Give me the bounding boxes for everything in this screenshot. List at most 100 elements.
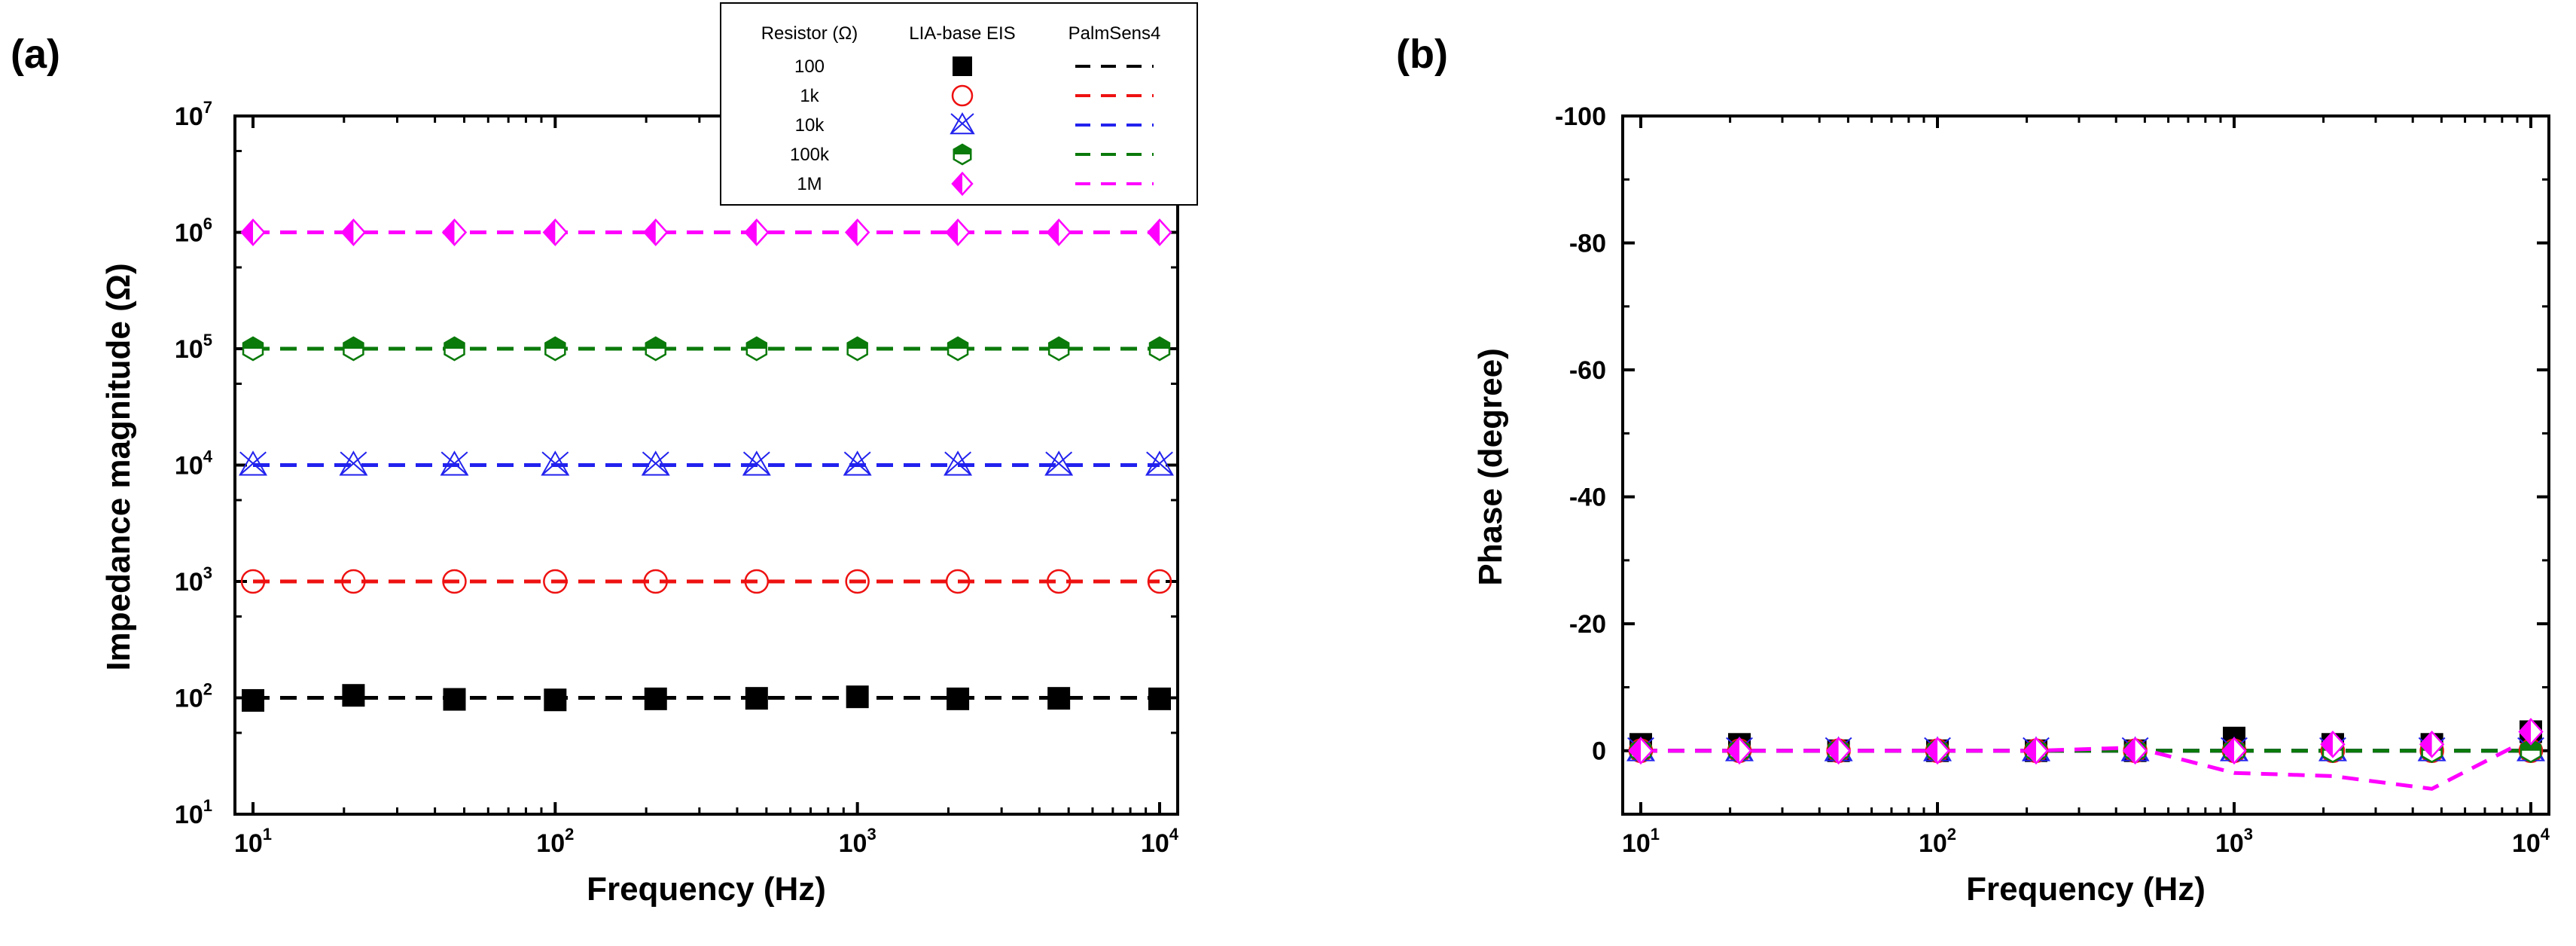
panel-b-plot-frame bbox=[1621, 114, 2550, 816]
eis-point-1k-shape bbox=[744, 569, 770, 594]
y-tick-label: -60 bbox=[1569, 356, 1606, 385]
eis-point-1M-fill bbox=[1047, 220, 1059, 245]
eis-point-1k-shape bbox=[845, 569, 870, 594]
x-tick-label: 104 bbox=[1141, 825, 1179, 858]
legend-marker-100k-fill bbox=[953, 145, 971, 154]
x-tick-exponent: 3 bbox=[867, 825, 876, 844]
legend-marker-10k-triangle bbox=[950, 112, 975, 135]
eis-point-100k-fill bbox=[444, 337, 465, 349]
eis-point-100k-fill bbox=[545, 337, 566, 349]
y-tick-exponent: 6 bbox=[203, 215, 212, 233]
eis-point-1M bbox=[2221, 737, 2247, 765]
eis-point-1M bbox=[542, 218, 569, 246]
eis-point-1M-fill bbox=[2123, 738, 2135, 764]
eis-point-1M-fill bbox=[242, 220, 253, 245]
eis-point-1M bbox=[844, 218, 870, 246]
legend-marker-10k bbox=[950, 112, 975, 135]
eis-point-100k-fill bbox=[948, 337, 968, 349]
legend-label-100: 100 bbox=[794, 56, 825, 77]
y-tick-exponent: 2 bbox=[203, 680, 212, 699]
legend-header-lia: LIA-base EIS bbox=[909, 23, 1015, 44]
eis-point-10k bbox=[742, 450, 771, 476]
eis-point-1M bbox=[744, 218, 770, 246]
eis-point-100 bbox=[644, 687, 667, 710]
eis-point-10k bbox=[1044, 450, 1074, 476]
panel-a-impedance: (a) 101 102 103 104 101 102 103 104 105 106 107 Fr… bbox=[11, 2, 1198, 908]
eis-point-10k-triangle bbox=[541, 450, 570, 476]
y-tick-exponent: 3 bbox=[203, 563, 212, 582]
eis-point-1k bbox=[240, 569, 266, 594]
y-tick-label: -100 bbox=[1555, 102, 1606, 131]
eis-point-100k bbox=[1047, 336, 1070, 362]
eis-point-100 bbox=[745, 687, 768, 710]
x-tick-exponent: 4 bbox=[2541, 825, 2550, 844]
y-tick-label: 107 bbox=[175, 98, 212, 131]
eis-point-1M-fill bbox=[342, 220, 354, 245]
eis-point-10k-triangle bbox=[440, 450, 469, 476]
eis-point-100-shape bbox=[1148, 687, 1171, 710]
y-tick-label: 102 bbox=[175, 680, 212, 713]
eis-point-100k bbox=[343, 336, 364, 362]
eis-point-100k bbox=[1148, 336, 1171, 362]
eis-point-100k bbox=[444, 336, 465, 362]
legend-rows: 100 1k 10k 100k 1M bbox=[790, 56, 1154, 197]
eis-point-1M bbox=[1628, 737, 1654, 765]
eis-point-100-shape bbox=[342, 684, 365, 707]
eis-point-100k-fill bbox=[243, 337, 263, 349]
eis-point-100k-fill bbox=[847, 337, 867, 349]
eis-point-100 bbox=[342, 684, 365, 707]
eis-point-1M-fill bbox=[1727, 738, 1739, 764]
x-tick-exponent: 1 bbox=[1651, 825, 1660, 844]
eis-point-100 bbox=[443, 688, 466, 711]
panel-b-eis-points bbox=[1626, 718, 2545, 765]
eis-point-100k-fill bbox=[1049, 337, 1069, 349]
eis-point-10k-cross-b bbox=[340, 451, 367, 476]
eis-point-100-shape bbox=[242, 688, 264, 712]
panel-b-x-axis-title: Frequency (Hz) bbox=[1966, 871, 2206, 908]
x-tick-label: 103 bbox=[839, 825, 876, 858]
eis-point-1M-fill bbox=[846, 220, 858, 245]
legend-marker-1M-fill bbox=[953, 172, 962, 195]
x-tick-exponent: 2 bbox=[1947, 825, 1956, 844]
x-tick-label: 101 bbox=[234, 825, 272, 858]
eis-point-10k bbox=[641, 450, 670, 476]
legend-marker-10k-cross-b bbox=[950, 113, 974, 134]
panel-b-label: (b) bbox=[1396, 32, 1448, 77]
panel-a-label: (a) bbox=[11, 32, 60, 77]
panel-a-palmsens-lines bbox=[253, 230, 1160, 700]
y-tick-exponent: 5 bbox=[203, 331, 212, 349]
eis-point-100 bbox=[846, 685, 869, 709]
eis-point-100-shape bbox=[947, 687, 970, 710]
legend-label-100k: 100k bbox=[790, 145, 830, 165]
eis-point-100k-fill bbox=[343, 337, 364, 349]
x-tick-exponent: 2 bbox=[565, 825, 574, 844]
eis-point-1M bbox=[945, 218, 971, 246]
x-tick-label: 103 bbox=[2215, 825, 2253, 858]
eis-point-100 bbox=[947, 687, 970, 710]
eis-point-1M bbox=[240, 218, 266, 246]
eis-point-1M-fill bbox=[2420, 731, 2432, 757]
eis-point-10k-triangle bbox=[843, 450, 872, 476]
eis-point-100-shape bbox=[544, 688, 567, 712]
eis-point-100-shape bbox=[443, 688, 466, 711]
eis-point-1M-fill bbox=[1926, 738, 1937, 764]
legend-label-10k: 10k bbox=[795, 115, 825, 136]
eis-point-100k bbox=[645, 336, 666, 362]
eis-point-1M bbox=[441, 218, 468, 246]
eis-point-1k-shape bbox=[1046, 569, 1072, 594]
legend-marker-1k bbox=[951, 84, 974, 107]
eis-point-10k-triangle bbox=[339, 450, 368, 476]
y-tick-label: 105 bbox=[175, 331, 212, 364]
eis-point-1M bbox=[1727, 737, 1752, 765]
eis-point-1k-shape bbox=[341, 569, 366, 594]
y-tick-exponent: 1 bbox=[203, 796, 212, 815]
eis-point-100k bbox=[745, 336, 768, 362]
eis-point-100k-fill bbox=[645, 337, 666, 349]
legend-label-1k: 1k bbox=[800, 86, 819, 106]
eis-point-1k bbox=[845, 569, 870, 594]
y-tick-label: 103 bbox=[175, 563, 212, 597]
legend-marker-1M bbox=[951, 171, 974, 197]
x-tick-label: 104 bbox=[2512, 825, 2550, 858]
legend-label-1M: 1M bbox=[797, 174, 822, 194]
